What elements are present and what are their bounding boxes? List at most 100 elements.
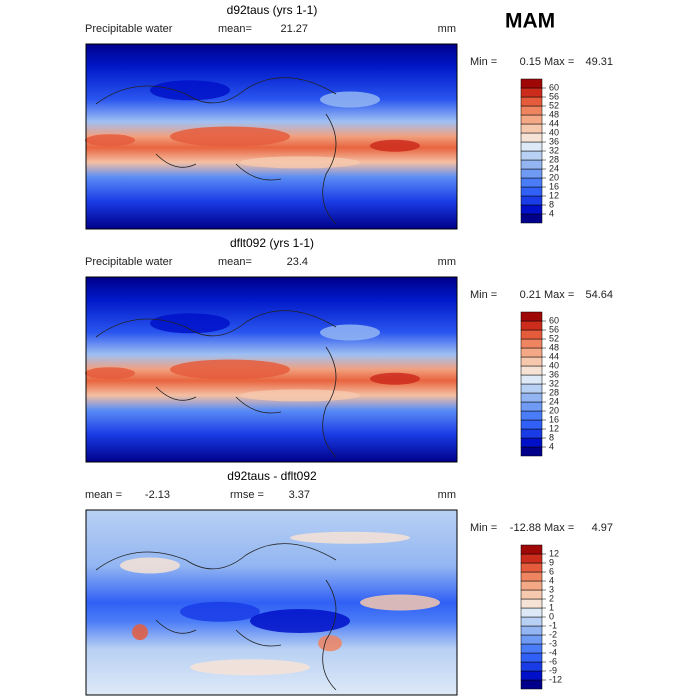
min-label: Min = — [470, 56, 497, 68]
colorbar-label: 24 — [549, 396, 559, 406]
colorbar-box — [520, 670, 543, 681]
colorbar-box — [520, 544, 543, 555]
colorbar-box — [520, 562, 543, 573]
panel: dflt092 (yrs 1-1) Precipitable water mean=… — [85, 236, 613, 463]
max-label: Max = — [544, 522, 574, 534]
colorbar-label: 12 — [549, 423, 559, 433]
colorbar-label: 36 — [549, 136, 559, 146]
colorbar-box — [520, 598, 543, 609]
colorbar-label: 4 — [549, 208, 554, 218]
colorbar-label: 2 — [549, 593, 554, 603]
colorbar-box — [520, 105, 543, 116]
map-blob — [132, 624, 148, 641]
mean-value: -2.13 — [145, 489, 170, 501]
colorbar-label: -4 — [549, 647, 557, 657]
colorbar-label: 4 — [549, 441, 554, 451]
colorbar-label: 60 — [549, 82, 559, 92]
colorbar-box — [520, 159, 543, 170]
colorbar-label: 8 — [549, 432, 554, 442]
units-label: mm — [438, 489, 456, 501]
map-blob — [370, 139, 420, 152]
mean-label: mean= — [218, 23, 252, 35]
colorbar-label: 48 — [549, 109, 559, 119]
min-value: -12.88 — [510, 522, 541, 534]
coastline — [95, 543, 337, 691]
colorbar-box — [520, 616, 543, 627]
colorbar-box — [520, 661, 543, 672]
colorbar-label: -6 — [549, 656, 557, 666]
colorbar-label: 36 — [549, 369, 559, 379]
colorbar-label: 28 — [549, 387, 559, 397]
colorbar-label: 32 — [549, 145, 559, 155]
min-label: Min = — [470, 289, 497, 301]
colorbar-box — [520, 132, 543, 143]
colorbar-label: 12 — [549, 190, 559, 200]
colorbar-box — [520, 87, 543, 98]
colorbar-box — [520, 78, 543, 89]
colorbar-box — [520, 401, 543, 412]
mean-label: mean= — [218, 256, 252, 268]
map-blob — [240, 389, 360, 402]
panels: d92taus (yrs 1-1) Precipitable water mean=… — [85, 3, 613, 696]
mean-value: 23.4 — [287, 256, 308, 268]
max-label: Max = — [544, 56, 574, 68]
map-frame — [85, 276, 458, 463]
map-blob — [85, 367, 135, 380]
colorbar-label: 52 — [549, 333, 559, 343]
colorbar-label: 28 — [549, 154, 559, 164]
colorbar-box — [520, 437, 543, 448]
map-frame — [85, 509, 458, 696]
colorbar-label: 0 — [549, 611, 554, 621]
colorbar-label: -2 — [549, 629, 557, 639]
colorbar-box — [520, 643, 543, 654]
colorbar-box — [520, 392, 543, 403]
max-value: 49.31 — [585, 56, 613, 68]
colorbar-label: 4 — [549, 575, 554, 585]
map-blob — [320, 91, 380, 108]
colorbar-box — [520, 186, 543, 197]
map-blob — [190, 659, 310, 676]
map-blob — [120, 557, 180, 574]
colorbar-box — [520, 383, 543, 394]
units-label: mm — [438, 23, 456, 35]
colorbar-label: 20 — [549, 405, 559, 415]
rmse-label: rmse = — [230, 489, 264, 501]
colorbar-box — [520, 607, 543, 618]
colorbar-box — [520, 114, 543, 125]
colorbar-box — [520, 123, 543, 134]
map-frame — [85, 43, 458, 230]
colorbar-label: 56 — [549, 324, 559, 334]
colorbar-box — [520, 150, 543, 161]
colorbar-box — [520, 625, 543, 636]
colorbar-box — [520, 177, 543, 188]
colorbar-label: -3 — [549, 638, 557, 648]
colorbar-box — [520, 365, 543, 376]
colorbar-label: 16 — [549, 414, 559, 424]
map-blob — [290, 531, 410, 544]
min-value: 0.21 — [520, 289, 541, 301]
colorbar-label: 1 — [549, 602, 554, 612]
colorbar-label: 40 — [549, 127, 559, 137]
colorbar-box — [520, 204, 543, 215]
map-blob — [240, 156, 360, 169]
rmse-value: 3.37 — [289, 489, 310, 501]
colorbar-box — [520, 338, 543, 349]
colorbar-label: 16 — [549, 181, 559, 191]
colorbar-box — [520, 347, 543, 358]
colorbar-box — [520, 652, 543, 663]
map-blob — [370, 372, 420, 385]
coastline — [95, 77, 337, 225]
min-value: 0.15 — [520, 56, 541, 68]
colorbar-label: 48 — [549, 342, 559, 352]
colorbar-box — [520, 168, 543, 179]
map-blob — [180, 601, 260, 622]
panel-title: dflt092 (yrs 1-1) — [230, 236, 314, 250]
colorbar-label: 12 — [549, 548, 559, 558]
max-label: Max = — [544, 289, 574, 301]
coastline — [95, 310, 337, 458]
mean-value: 21.27 — [280, 23, 308, 35]
colorbar-label: -12 — [549, 674, 562, 684]
map-blob — [85, 134, 135, 147]
colorbar-label: 44 — [549, 118, 559, 128]
